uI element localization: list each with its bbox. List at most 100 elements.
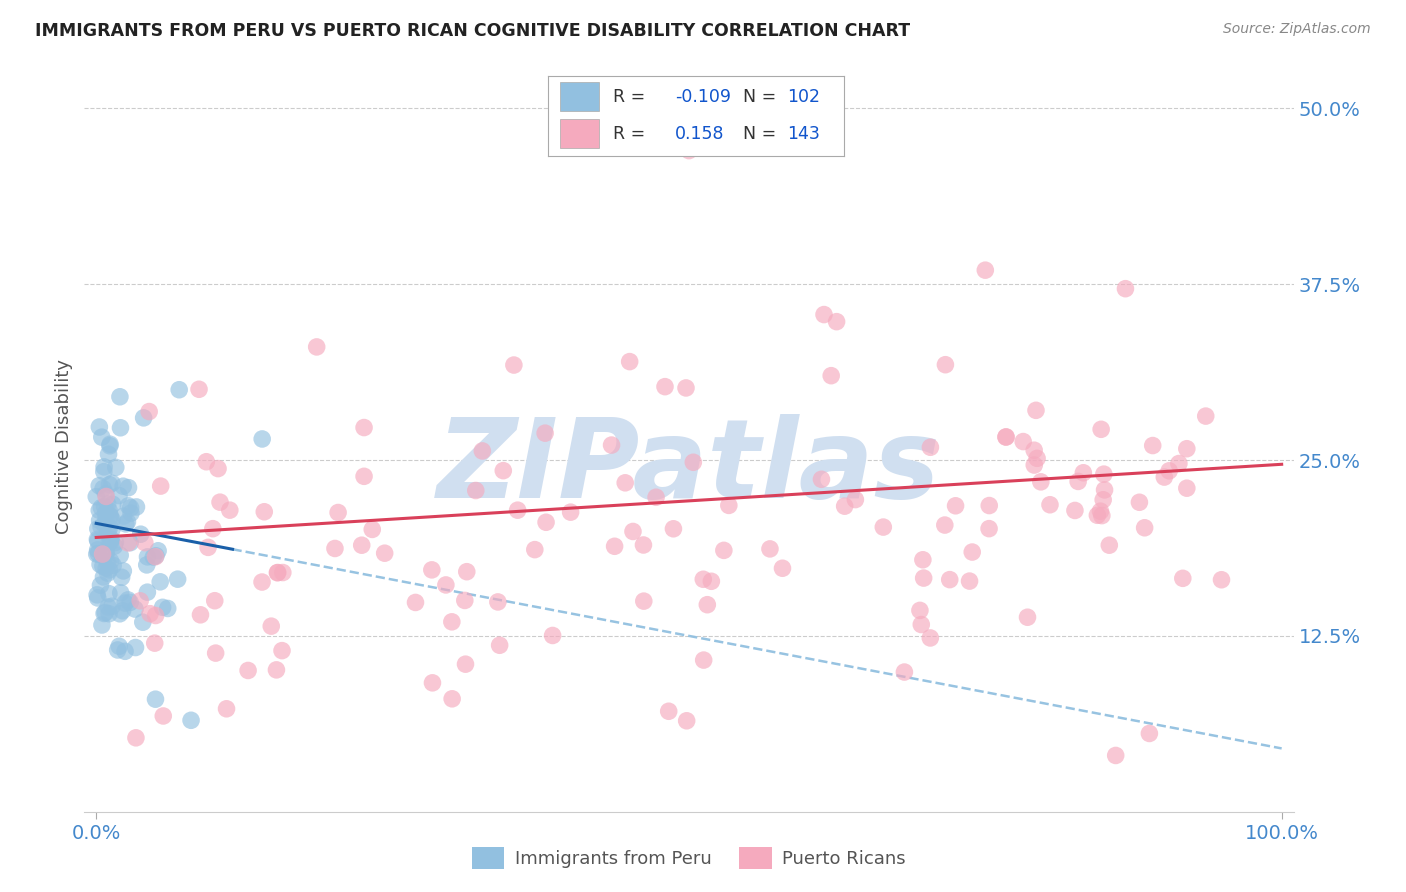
- Point: [1085, 508, 1108, 523]
- Point: [523, 542, 546, 557]
- Point: [87, 547, 110, 561]
- Point: [1092, 492, 1115, 507]
- Point: [190, 607, 212, 622]
- Point: [995, 430, 1018, 444]
- Point: [945, 499, 967, 513]
- Point: [1195, 409, 1218, 423]
- Point: [166, 572, 188, 586]
- Point: [120, 506, 142, 520]
- Point: [89, 513, 111, 527]
- Point: [488, 638, 510, 652]
- Point: [89, 578, 111, 592]
- Point: [541, 628, 564, 642]
- Point: [93, 607, 115, 621]
- Point: [434, 578, 457, 592]
- Point: [110, 421, 132, 435]
- Point: [93, 570, 115, 584]
- Point: [125, 500, 148, 514]
- Point: [908, 603, 931, 617]
- Point: [146, 543, 169, 558]
- Point: [1026, 451, 1049, 466]
- Point: [94, 547, 117, 561]
- Text: 143: 143: [787, 125, 820, 143]
- Text: 0.158: 0.158: [675, 125, 725, 143]
- Point: [89, 558, 111, 572]
- Point: [145, 608, 167, 623]
- Point: [696, 598, 718, 612]
- Point: [108, 640, 131, 654]
- Point: [114, 596, 136, 610]
- Point: [464, 483, 486, 498]
- Point: [108, 607, 131, 621]
- Point: [1090, 422, 1112, 436]
- Point: [934, 358, 956, 372]
- Point: [1090, 504, 1112, 518]
- Point: [872, 520, 894, 534]
- Point: [506, 503, 529, 517]
- Point: [97, 587, 120, 601]
- Point: [86, 547, 108, 561]
- Point: [114, 644, 136, 658]
- Point: [93, 500, 115, 514]
- Point: [534, 516, 557, 530]
- Point: [938, 573, 960, 587]
- Point: [1012, 434, 1035, 449]
- Text: IMMIGRANTS FROM PERU VS PUERTO RICAN COGNITIVE DISABILITY CORRELATION CHART: IMMIGRANTS FROM PERU VS PUERTO RICAN COG…: [35, 22, 910, 40]
- Point: [250, 575, 273, 590]
- Point: [97, 566, 120, 581]
- Point: [1017, 610, 1039, 624]
- Point: [103, 539, 125, 553]
- Point: [87, 533, 110, 548]
- Point: [117, 481, 139, 495]
- Point: [156, 601, 179, 615]
- Point: [98, 439, 121, 453]
- Point: [1094, 483, 1116, 497]
- Point: [101, 497, 124, 511]
- Point: [1067, 475, 1090, 489]
- Point: [215, 702, 238, 716]
- Point: [100, 554, 122, 568]
- Point: [405, 595, 427, 609]
- Point: [374, 546, 396, 560]
- Point: [633, 594, 655, 608]
- Point: [112, 479, 135, 493]
- Point: [188, 382, 211, 396]
- Text: Source: ZipAtlas.com: Source: ZipAtlas.com: [1223, 22, 1371, 37]
- Point: [326, 506, 349, 520]
- Point: [1091, 508, 1114, 523]
- Point: [1159, 464, 1181, 478]
- Point: [98, 520, 121, 534]
- Point: [492, 464, 515, 478]
- Point: [167, 383, 190, 397]
- Point: [90, 430, 112, 444]
- Point: [86, 542, 108, 557]
- Point: [1092, 467, 1115, 482]
- Point: [204, 593, 226, 607]
- Point: [422, 676, 444, 690]
- Point: [152, 600, 174, 615]
- Point: [560, 505, 582, 519]
- Point: [124, 640, 146, 655]
- Point: [111, 604, 134, 618]
- Point: [1098, 538, 1121, 552]
- Point: [100, 533, 122, 547]
- Point: [271, 643, 294, 657]
- Point: [1024, 458, 1046, 472]
- Point: [98, 607, 121, 621]
- Text: 102: 102: [787, 87, 821, 105]
- Point: [1175, 481, 1198, 495]
- Point: [107, 643, 129, 657]
- Point: [911, 553, 934, 567]
- Point: [454, 657, 477, 672]
- Point: [94, 490, 117, 504]
- Point: [91, 482, 114, 496]
- Point: [96, 545, 118, 559]
- Point: [633, 538, 655, 552]
- Point: [979, 499, 1001, 513]
- Point: [1175, 442, 1198, 456]
- Point: [1167, 457, 1189, 471]
- Point: [692, 653, 714, 667]
- Point: [1153, 470, 1175, 484]
- Point: [90, 500, 112, 515]
- Point: [142, 549, 165, 564]
